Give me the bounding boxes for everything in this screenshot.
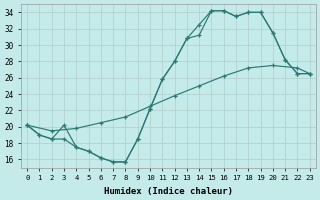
X-axis label: Humidex (Indice chaleur): Humidex (Indice chaleur): [104, 187, 233, 196]
